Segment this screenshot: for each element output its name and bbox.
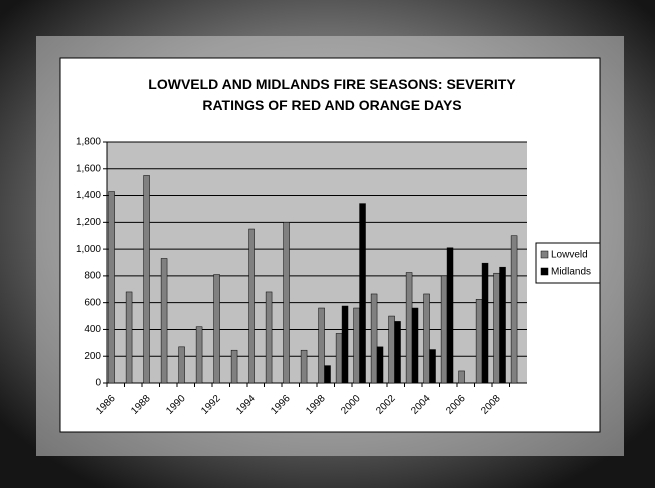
bar <box>388 315 395 384</box>
bar <box>195 326 203 384</box>
legend-label: Lowveld <box>551 250 588 261</box>
bar <box>446 247 454 384</box>
bar <box>429 349 436 384</box>
bar <box>143 175 150 384</box>
bar <box>283 222 290 384</box>
bar <box>499 266 506 384</box>
legend-swatch <box>540 267 549 276</box>
bar <box>341 305 349 384</box>
bar <box>481 262 489 384</box>
y-tick-label: 600 <box>84 297 101 308</box>
bar <box>510 235 518 384</box>
y-tick-label: 1,800 <box>76 137 101 148</box>
y-tick-label: 0 <box>95 378 101 389</box>
bar <box>458 370 465 384</box>
bar <box>359 203 366 384</box>
bar <box>335 333 343 384</box>
bar <box>394 321 401 384</box>
bar <box>423 293 430 384</box>
bar <box>230 349 238 384</box>
y-tick-label: 1,400 <box>76 190 101 201</box>
legend <box>535 242 601 284</box>
y-tick-label: 1,200 <box>76 217 101 228</box>
bar <box>300 349 308 384</box>
bar <box>353 307 360 384</box>
bar <box>370 293 378 384</box>
bar <box>411 307 419 384</box>
bar <box>405 272 413 384</box>
y-tick-label: 400 <box>84 324 101 335</box>
legend-swatch <box>540 250 549 259</box>
bar <box>376 346 384 384</box>
plot-area <box>107 142 527 383</box>
bar <box>160 258 168 384</box>
y-tick-label: 200 <box>84 351 101 362</box>
y-tick-label: 1,600 <box>76 163 101 174</box>
bar <box>125 291 133 384</box>
bar <box>324 365 331 384</box>
bar <box>248 228 255 384</box>
bar <box>493 272 500 384</box>
bar <box>440 275 448 384</box>
legend-label: Midlands <box>551 267 591 278</box>
y-tick-label: 1,000 <box>76 244 101 255</box>
bar <box>178 346 185 384</box>
bar <box>318 307 325 384</box>
bar <box>475 299 483 384</box>
chart-title: RATINGS OF RED AND ORANGE DAYS <box>202 97 461 113</box>
y-tick-label: 800 <box>84 271 101 282</box>
bar <box>265 291 273 384</box>
bar <box>108 191 115 384</box>
bar <box>213 274 220 384</box>
chart-title: LOWVELD AND MIDLANDS FIRE SEASONS: SEVER… <box>148 76 516 92</box>
